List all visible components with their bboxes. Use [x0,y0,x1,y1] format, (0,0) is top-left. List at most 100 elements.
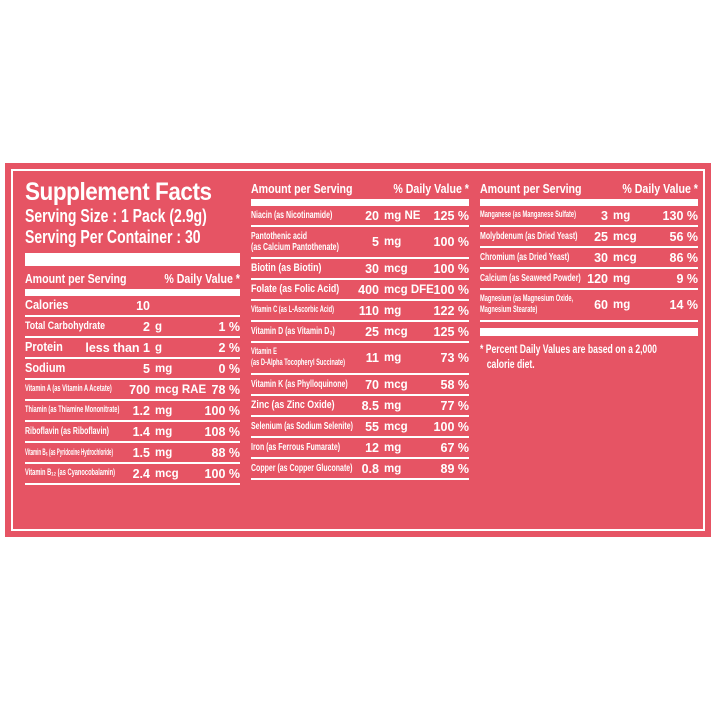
nutrient-name-line: Zinc (as Zinc Oxide) [251,399,335,412]
nutrient-name-line: Protein [25,340,63,355]
amount-value: 5 [143,361,150,376]
amount-value: 25 [594,229,608,244]
table-row: Manganese (as Manganese Sulfate) 3 mg 130 % [480,206,698,227]
facts-column-2: Amount per Serving % Daily Value * Niaci… [251,179,469,521]
nutrient-name: Vitamin E (as D-Alpha Tocopheryl Succinat… [251,346,345,369]
nutrient-name-line: Vitamin D (as Vitamin D₃) [251,325,335,337]
table-header: Amount per Serving % Daily Value * [480,179,698,196]
table-row: Zinc (as Zinc Oxide) 8.5 mg 77 % [251,396,469,417]
daily-value-percent: 9 % [676,271,698,286]
daily-value-percent: 100 % [433,419,469,434]
amount-unit: mcg [384,420,408,433]
daily-value-percent: 100 % [204,466,240,481]
amount-value: less than 1 [85,340,150,355]
separator-bar-medium [251,199,469,206]
table-row: Pantothenic acid (as Calcium Pantothenate… [251,227,469,259]
table-row: Copper (as Copper Gluconate) 0.8 mg 89 % [251,459,469,480]
amount-unit: g [155,320,163,333]
daily-value-percent: 100 % [204,403,240,418]
nutrient-name-line: Manganese (as Manganese Sulfate) [480,209,576,221]
table-row: Vitamin B₆ (as Pyridoxine Hydrochloride)… [25,443,240,464]
amount-unit: mg [384,441,402,454]
daily-value-percent: 100 % [433,261,469,276]
amount-value: 12 [365,440,379,455]
facts-column-3: Amount per Serving % Daily Value * Manga… [480,179,698,521]
daily-value-percent: 78 % [211,382,241,397]
table-row: Vitamin K (as Phylloquinone) 70 mcg 58 % [251,375,469,396]
nutrient-name: Vitamin C (as L-Ascorbic Acid) [251,304,345,316]
table-row: Molybdenum (as Dried Yeast) 25 mcg 56 % [480,227,698,248]
amount-unit: mcg DFE [384,283,434,296]
daily-value-percent: 108 % [204,424,240,439]
nutrient-name-line: Folate (as Folic Acid) [251,283,340,296]
daily-value-header: % Daily Value * [164,272,240,286]
amount-unit: mg NE [384,209,421,222]
nutrient-name-line: Vitamin B₆ (as Pyridoxine Hydrochloride) [25,447,113,458]
nutrient-name-line: Calories [25,298,69,313]
table-row: Sodium 5 mg 0 % [25,359,240,380]
nutrient-name: Sodium [25,361,116,375]
daily-value-percent: 88 % [211,445,241,460]
amount-value: 8.5 [361,398,379,413]
amount-unit: mcg [155,467,179,480]
nutrient-name: Selenium (as Sodium Selenite) [251,420,353,433]
nutrient-name: Copper (as Copper Gluconate) [251,462,353,475]
nutrient-rows: Manganese (as Manganese Sulfate) 3 mg 130 %… [480,206,698,322]
nutrient-name: Calcium (as Seaweed Powder) [480,273,581,285]
table-row: Vitamin A (as Vitamin A Acetate) 700 mcg R… [25,380,240,401]
amount-value: 1.5 [132,445,150,460]
amount-unit: mg [155,425,173,438]
daily-value-percent: 56 % [669,229,699,244]
amount-unit: mg [384,236,402,248]
amount-value: 400 [358,282,379,297]
servings-per-container: Serving Per Container : 30 [25,227,201,247]
amount-value: 2.4 [132,466,150,481]
amount-value: 120 [587,271,608,286]
daily-value-percent: 130 % [662,208,698,223]
nutrient-name-line: Copper (as Copper Gluconate) [251,462,353,474]
table-row: Niacin (as Nicotinamide) 20 mg NE 125 % [251,206,469,227]
amount-value: 11 [365,351,379,365]
nutrient-name-line: Selenium (as Sodium Selenite) [251,420,353,432]
nutrient-name-line: Vitamin B₁₂ (as Cyanocobalamin) [25,467,115,479]
nutrient-name-line: Sodium [25,361,66,376]
amount-value: 20 [365,208,379,223]
nutrient-name-line: Biotin (as Biotin) [251,262,322,275]
nutrient-name-line: (as D-Alpha Tocopheryl Succinate) [251,357,345,368]
nutrient-name: Chromium (as Dried Yeast) [480,252,574,264]
amount-value: 30 [365,261,379,276]
daily-value-percent: 100 % [433,235,469,249]
amount-value: 0.8 [361,461,379,476]
facts-title: Supplement Facts [25,178,212,206]
footnote-line: * Percent Daily Values are based on a 2,… [480,344,657,356]
amount-unit: mcg RAE [155,383,207,396]
table-row: Folate (as Folic Acid) 400 mcg DFE 100 % [251,280,469,301]
separator-bar-thick [25,253,240,266]
amount-value: 55 [365,419,379,434]
nutrient-name-line: Molybdenum (as Dried Yeast) [480,230,578,242]
nutrient-name-line: Thiamin (as Thiamine Mononitrate) [25,404,120,416]
nutrient-name-line: Vitamin C (as L-Ascorbic Acid) [251,304,334,316]
table-row: Vitamin E (as D-Alpha Tocopheryl Succinat… [251,343,469,375]
daily-value-percent: 73 % [440,351,470,365]
daily-value-percent: 77 % [440,398,470,413]
amount-value: 30 [594,250,608,265]
supplement-facts-label: Supplement Facts Serving Size : 1 Pack (… [5,163,711,537]
nutrient-name: Molybdenum (as Dried Yeast) [480,230,578,243]
table-row: Magnesium (as Magnesium Oxide, Magnesium … [480,290,698,322]
daily-value-percent: 89 % [440,461,470,476]
amount-value: 3 [601,208,608,223]
amount-per-serving-header: Amount per Serving [480,182,582,196]
separator-bar-footnote [480,328,698,336]
separator-bar-medium [480,199,698,206]
nutrient-name: Riboflavin (as Riboflavin) [25,426,116,438]
nutrient-name-line: Vitamin K (as Phylloquinone) [251,378,348,390]
amount-value: 70 [365,377,379,392]
amount-unit: mg [155,446,173,459]
daily-value-header: % Daily Value * [393,182,469,196]
daily-value-percent: 125 % [433,208,469,223]
table-row: Biotin (as Biotin) 30 mcg 100 % [251,259,469,280]
nutrient-name: Niacin (as Nicotinamide) [251,210,345,222]
amount-value: 110 [358,303,379,318]
nutrient-name: Total Carbohydrate [25,320,116,333]
